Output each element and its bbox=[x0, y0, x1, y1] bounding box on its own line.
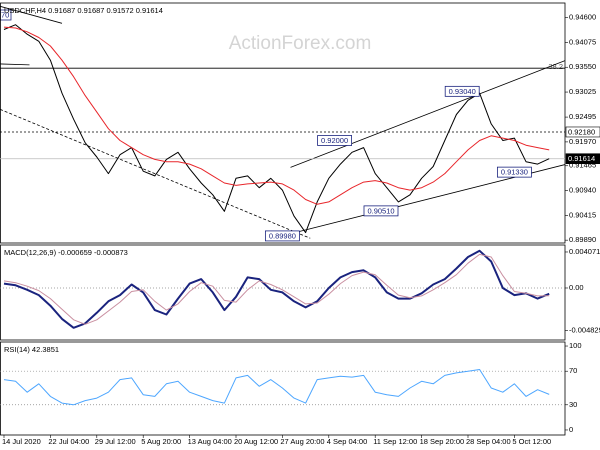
y-tick-label: 0.93550 bbox=[569, 62, 596, 71]
y-tick-label: 0.89890 bbox=[569, 235, 596, 244]
y-tick-label: 0 bbox=[569, 425, 573, 434]
trend-line bbox=[290, 60, 566, 168]
note: 38.2 bbox=[548, 62, 563, 71]
x-tick-label: 28 Sep 04:00 bbox=[466, 437, 511, 446]
trend-line bbox=[0, 5, 63, 24]
y-tick-label: -0.004829 bbox=[569, 326, 600, 335]
panel-frame bbox=[0, 2, 566, 244]
price-label: 0.92000 bbox=[321, 136, 348, 145]
series-line bbox=[3, 24, 550, 234]
x-tick-label: 14 Jul 2020 bbox=[2, 437, 41, 446]
watermark: ActionForex.com bbox=[229, 33, 372, 54]
series-line bbox=[3, 253, 550, 325]
x-tick-label: 20 Aug 12:00 bbox=[234, 437, 278, 446]
price-tag-label: 0.92180 bbox=[568, 127, 595, 136]
price-label-box bbox=[363, 205, 399, 217]
trend-line bbox=[0, 63, 30, 66]
y-tick-label: 0.91970 bbox=[569, 137, 596, 146]
y-tick-label: 0.93025 bbox=[569, 87, 596, 96]
price-label-box bbox=[317, 135, 353, 146]
price-label-box bbox=[496, 166, 532, 178]
price-label-box bbox=[444, 85, 480, 97]
note-box bbox=[0, 9, 12, 21]
price-tag bbox=[565, 126, 600, 138]
x-tick-label: 18 Sep 20:00 bbox=[420, 437, 465, 446]
panel-frame bbox=[0, 341, 566, 436]
x-tick-label: 5 Aug 20:00 bbox=[141, 437, 181, 446]
x-tick-label: 22 Jul 04:00 bbox=[48, 437, 89, 446]
y-tick-label: 0.90940 bbox=[569, 186, 596, 195]
x-tick-label: 27 Aug 20:00 bbox=[280, 437, 324, 446]
y-tick-label: 0.90415 bbox=[569, 210, 596, 219]
x-tick-label: 11 Sep 12:00 bbox=[373, 437, 417, 446]
x-tick-label: 4 Sep 04:00 bbox=[327, 437, 367, 446]
price-tag bbox=[565, 153, 600, 165]
price-label: 0.90510 bbox=[367, 206, 394, 215]
trend-line bbox=[0, 108, 311, 239]
price-label: 0.91330 bbox=[501, 168, 528, 177]
price-label-box bbox=[264, 230, 300, 242]
y-tick-label: 0.004071 bbox=[569, 247, 600, 256]
note: 70 bbox=[1, 10, 9, 19]
y-tick-label: 0.92495 bbox=[569, 112, 596, 121]
series-line bbox=[3, 26, 550, 205]
series-line bbox=[3, 249, 550, 329]
series-line bbox=[3, 369, 550, 406]
y-tick-label: 70 bbox=[569, 366, 577, 375]
x-tick-label: 13 Aug 04:00 bbox=[188, 437, 232, 446]
y-tick-label: 0.94600 bbox=[569, 13, 596, 22]
panel-title: MACD(12,26,9) -0.000659 -0.000873 bbox=[4, 248, 128, 257]
price-tag-label: 0.91614 bbox=[568, 154, 595, 163]
panel-frame bbox=[0, 244, 566, 341]
y-tick-label: 30 bbox=[569, 400, 577, 409]
price-label: 0.93040 bbox=[449, 87, 476, 96]
y-tick-label: 0.91465 bbox=[569, 161, 596, 170]
x-tick-label: 29 Jul 12:00 bbox=[95, 437, 136, 446]
panel-title: RSI(14) 42.3851 bbox=[4, 345, 59, 354]
y-tick-label: 0.94075 bbox=[569, 37, 596, 46]
y-tick-label: 0.00 bbox=[569, 283, 584, 292]
y-tick-label: 100 bbox=[569, 341, 582, 350]
price-label: 0.89980 bbox=[269, 231, 296, 240]
panel-title: USDCHF,H4 0.91687 0.91687 0.91572 0.9161… bbox=[4, 6, 163, 15]
x-tick-label: 5 Oct 12:00 bbox=[512, 437, 551, 446]
